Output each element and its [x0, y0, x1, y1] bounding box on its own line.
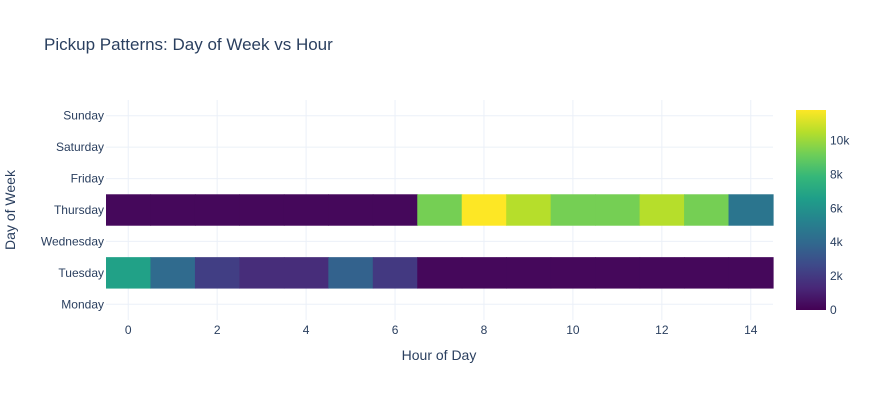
y-axis-title: Day of Week — [2, 169, 18, 250]
x-tick-label: 0 — [125, 323, 132, 337]
colorbar — [796, 110, 826, 310]
y-tick-label: Tuesday — [58, 266, 104, 280]
heatmap-cell — [194, 257, 240, 289]
heatmap-cell — [728, 194, 774, 226]
heatmap-cell — [106, 257, 152, 289]
heatmap-cells — [106, 194, 774, 289]
colorbar-tick-label: 8k — [830, 167, 844, 181]
heatmap-cell — [150, 257, 196, 289]
y-tick-label: Wednesday — [41, 234, 104, 248]
heatmap-cell — [328, 194, 374, 226]
heatmap-cell — [461, 194, 507, 226]
heatmap-cell — [194, 194, 240, 226]
heatmap-cell — [283, 194, 329, 226]
heatmap-cell — [550, 257, 596, 289]
x-tick-label: 4 — [303, 323, 310, 337]
colorbar-tick-labels: 0 2k 4k 6k 8k 10k — [830, 134, 850, 317]
y-tick-label: Saturday — [56, 140, 104, 154]
colorbar-tick-label: 2k — [830, 269, 844, 283]
x-axis-title: Hour of Day — [402, 347, 477, 363]
heatmap-cell — [417, 194, 463, 226]
x-tick-label: 8 — [481, 323, 488, 337]
heatmap-cell — [728, 257, 774, 289]
x-tick-label: 12 — [655, 323, 669, 337]
heatmap-cell — [550, 194, 596, 226]
y-tick-label: Friday — [71, 172, 104, 186]
chart-title: Pickup Patterns: Day of Week vs Hour — [44, 35, 333, 54]
colorbar-tick-label: 6k — [830, 201, 844, 215]
heatmap-cell — [328, 257, 374, 289]
heatmap-cell — [239, 257, 285, 289]
heatmap-cell — [372, 194, 418, 226]
heatmap-cell — [283, 257, 329, 289]
heatmap-cell — [595, 194, 641, 226]
heatmap-cell — [461, 257, 507, 289]
heatmap-cell — [106, 194, 152, 226]
heatmap-cell — [684, 257, 730, 289]
heatmap-cell — [684, 194, 730, 226]
x-tick-label: 10 — [566, 323, 580, 337]
heatmap-cell — [239, 194, 285, 226]
x-tick-label: 2 — [214, 323, 221, 337]
heatmap-cell — [639, 257, 685, 289]
colorbar-tick-label: 0 — [830, 303, 837, 317]
heatmap-cell — [639, 194, 685, 226]
x-tick-labels: 0 2 4 6 8 10 12 14 — [125, 323, 758, 337]
heatmap-cell — [150, 194, 196, 226]
heatmap-cell — [506, 257, 552, 289]
heatmap-cell — [506, 194, 552, 226]
y-tick-label: Monday — [61, 297, 104, 311]
y-tick-labels: Monday Tuesday Wednesday Thursday Friday Satu… — [41, 109, 104, 312]
y-tick-label: Thursday — [54, 203, 104, 217]
x-tick-label: 14 — [744, 323, 758, 337]
y-tick-label: Sunday — [63, 109, 104, 123]
heatmap-cell — [372, 257, 418, 289]
colorbar-scale — [796, 110, 826, 310]
x-tick-label: 6 — [392, 323, 399, 337]
colorbar-tick-label: 10k — [830, 134, 850, 148]
heatmap-cell — [417, 257, 463, 289]
colorbar-tick-label: 4k — [830, 235, 844, 249]
heatmap-cell — [595, 257, 641, 289]
